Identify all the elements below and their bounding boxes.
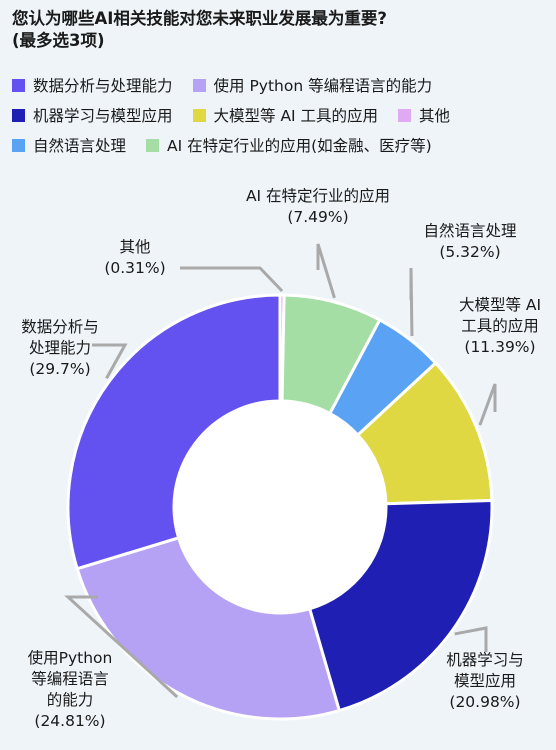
data-label: 自然语言处理(5.32%)	[423, 222, 516, 261]
data-label: AI 在特定行业的应用(7.49%)	[246, 186, 390, 226]
leader-line	[92, 343, 128, 380]
legend-label: 自然语言处理	[33, 137, 127, 155]
legend-swatch	[192, 78, 206, 92]
legend-item: AI 在特定行业的应用(如金融、医疗等)	[146, 134, 432, 156]
data-label: 机器学习与模型应用(20.98%)	[446, 651, 524, 711]
legend-row: 机器学习与模型应用 大模型等 AI 工具的应用 其他	[12, 100, 552, 130]
legend-row: 自然语言处理 AI 在特定行业的应用(如金融、医疗等)	[12, 130, 552, 160]
data-label: 数据分析与处理能力(29.7%)	[21, 318, 99, 378]
chart-title: 您认为哪些AI相关技能对您未来职业发展最为重要? (最多选3项)	[12, 8, 542, 52]
legend-swatch	[12, 108, 25, 122]
leader-line	[478, 383, 497, 426]
legend-swatch	[398, 108, 412, 122]
legend-label: 其他	[419, 107, 451, 125]
data-label: 使用Python 等编程语言的能力(24.81%)	[28, 649, 113, 730]
legend-swatch	[12, 78, 25, 92]
legend-label: AI 在特定行业的应用(如金融、医疗等)	[167, 137, 432, 155]
pie-slice	[75, 535, 342, 721]
legend-swatch	[146, 138, 160, 152]
chart-title-line-2: (最多选3项)	[12, 31, 105, 50]
legend-item: 大模型等 AI 工具的应用	[192, 104, 379, 126]
leader-line	[454, 626, 488, 652]
leader-line	[64, 595, 179, 699]
legend-item: 使用 Python 等编程语言的能力	[192, 74, 433, 96]
pie-slice	[307, 498, 494, 713]
chart-legend: 数据分析与处理能力 使用 Python 等编程语言的能力机器学习与模型应用 大模型等…	[12, 70, 552, 160]
legend-label: 使用 Python 等编程语言的能力	[213, 77, 433, 95]
legend-swatch	[192, 108, 206, 122]
legend-label: 机器学习与模型应用	[33, 107, 173, 125]
legend-item: 其他	[398, 104, 450, 126]
legend-item: 自然语言处理	[12, 134, 126, 156]
legend-row: 数据分析与处理能力 使用 Python 等编程语言的能力	[12, 70, 552, 100]
data-label: 大模型等 AI 工具的应用(11.39%)	[459, 296, 541, 356]
data-label: 其他(0.31%)	[104, 238, 165, 277]
leader-line	[180, 266, 284, 293]
leader-line	[316, 243, 336, 299]
legend-swatch	[12, 138, 25, 152]
pie-slice	[66, 293, 282, 571]
legend-label: 大模型等 AI 工具的应用	[213, 107, 379, 125]
chart-title-line-1: 您认为哪些AI相关技能对您未来职业发展最为重要?	[12, 9, 387, 28]
leader-line	[409, 267, 414, 337]
legend-label: 数据分析与处理能力	[33, 77, 173, 95]
donut-hole	[175, 402, 385, 612]
legend-item: 机器学习与模型应用	[12, 104, 173, 126]
legend-item: 数据分析与处理能力	[12, 74, 173, 96]
